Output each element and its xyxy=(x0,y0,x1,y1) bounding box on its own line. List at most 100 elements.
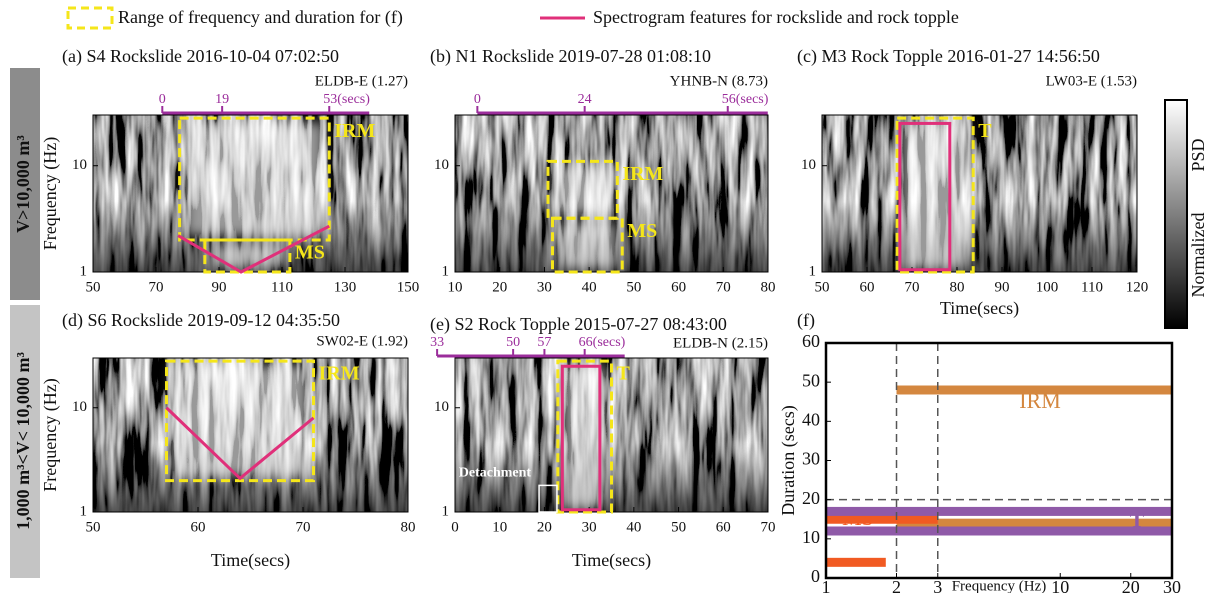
x-tick-label: 20 xyxy=(492,279,507,295)
series-label: T xyxy=(1130,507,1145,532)
x-tick-label: 0 xyxy=(451,519,459,535)
row-label: 1,000 m³<V< 10,000 m³ xyxy=(13,352,33,530)
legend-text: Range of frequency and duration for (f) xyxy=(118,7,403,28)
x-tick-label: 80 xyxy=(401,519,416,535)
x-tick-label: 80 xyxy=(950,279,965,295)
x-tick-label: 10 xyxy=(448,279,463,295)
range-box xyxy=(550,216,624,274)
range-box xyxy=(895,116,975,274)
station-label: YHNB-N (8.73) xyxy=(670,73,768,89)
panel-title: (c) M3 Rock Topple 2016-01-27 14:56:50 xyxy=(797,46,1100,67)
detachment-label: Detachment xyxy=(459,466,532,481)
marker-label: 57 xyxy=(537,335,551,350)
duration-bar xyxy=(896,518,1172,528)
plot-frame xyxy=(821,114,1138,273)
marker-label: 0 xyxy=(474,92,481,107)
x-tick-label: 130 xyxy=(334,279,357,295)
duration-bar xyxy=(826,506,1172,516)
y-tick-label: 10 xyxy=(72,399,87,415)
energy-glow xyxy=(210,244,284,268)
legend-text: Spectrogram features for rockslide and r… xyxy=(593,7,959,27)
x-tick-label: 50 xyxy=(671,519,686,535)
y-axis-label: Frequency (Hz) xyxy=(40,137,61,250)
x-tick-label: 50 xyxy=(626,279,641,295)
y-tick-label: 1 xyxy=(80,503,88,519)
x-tick-label: 60 xyxy=(860,279,875,295)
x-tick-label: 70 xyxy=(905,279,920,295)
x-tick-label: 10 xyxy=(1051,577,1069,593)
energy-glow xyxy=(903,122,968,268)
range-label: MS xyxy=(627,220,657,242)
row-label-bg xyxy=(10,305,40,578)
x-tick-label: 1 xyxy=(822,577,831,593)
duration-bar xyxy=(826,557,886,567)
y-tick-label: 20 xyxy=(802,488,820,508)
x-axis-label: Time(secs) xyxy=(572,550,651,571)
series-label: IRM xyxy=(1019,388,1061,413)
range-label: IRM xyxy=(334,120,375,142)
colorbar-label: PSD xyxy=(1188,138,1208,171)
y-tick-label: 10 xyxy=(72,157,87,173)
range-box xyxy=(178,116,331,242)
colorbar xyxy=(1164,99,1188,329)
marker-label: 0 xyxy=(159,92,166,107)
y-tick-label: 1 xyxy=(442,263,450,279)
marker-label: 56(secs) xyxy=(722,92,769,107)
x-tick-label: 40 xyxy=(582,279,597,295)
feature-line xyxy=(165,406,315,481)
x-tick-label: 70 xyxy=(716,279,731,295)
y-tick-label: 10 xyxy=(802,527,820,547)
x-tick-label: 40 xyxy=(626,519,641,535)
plot-frame xyxy=(92,357,409,513)
x-tick-label: 150 xyxy=(397,279,420,295)
spectrogram xyxy=(455,115,768,272)
x-tick-label: 110 xyxy=(271,279,293,295)
panel-title: (d) S6 Rockslide 2019-09-12 04:35:50 xyxy=(62,310,340,331)
feature-box xyxy=(898,121,952,272)
x-tick-label: 50 xyxy=(86,279,101,295)
x-tick-label: 60 xyxy=(671,279,686,295)
marker-label: 50 xyxy=(506,335,520,350)
panel-title: (a) S4 Rockslide 2016-10-04 07:02:50 xyxy=(62,46,339,67)
spectrogram xyxy=(822,115,1137,272)
station-label: SW02-E (1.92) xyxy=(316,333,408,349)
x-tick-label: 50 xyxy=(815,279,830,295)
x-axis-label: Time(secs) xyxy=(211,550,290,571)
range-box xyxy=(556,359,613,514)
legend-dashed-box xyxy=(66,6,114,30)
x-tick-label: 30 xyxy=(1163,577,1181,593)
x-axis-label: Time(secs) xyxy=(940,298,1019,319)
energy-glow xyxy=(554,165,612,215)
row-label-bg xyxy=(10,68,40,300)
station-label: ELDB-E (1.27) xyxy=(315,73,408,89)
y-tick-label: 0 xyxy=(811,566,820,586)
detachment-box xyxy=(538,484,558,513)
range-box xyxy=(203,238,292,274)
x-tick-label: 60 xyxy=(191,519,206,535)
x-tick-label: 60 xyxy=(716,519,731,535)
station-label: LW03-E (1.53) xyxy=(1046,73,1137,89)
y-axis-label: Duration (secs) xyxy=(778,405,799,515)
range-label: T xyxy=(617,363,631,385)
energy-glow xyxy=(185,122,324,237)
duration-bar xyxy=(826,526,1172,536)
range-label: IRM xyxy=(622,163,663,185)
energy-glow xyxy=(558,222,617,268)
colorbar-label: Normalized xyxy=(1188,213,1208,298)
range-label: MS xyxy=(295,242,325,264)
y-tick-label: 1 xyxy=(442,503,450,519)
x-tick-label: 20 xyxy=(537,519,552,535)
x-tick-label: 70 xyxy=(149,279,164,295)
energy-glow xyxy=(172,365,308,477)
feature-box xyxy=(560,364,602,512)
range-box xyxy=(165,359,315,483)
panel-title: (f) xyxy=(797,310,815,331)
marker-label: 24 xyxy=(578,92,592,107)
x-tick-label: 30 xyxy=(582,519,597,535)
y-axis-label: Frequency (Hz) xyxy=(40,378,61,491)
x-tick-label: 120 xyxy=(1126,279,1149,295)
marker-label: 66(secs) xyxy=(579,335,626,350)
x-tick-label: 20 xyxy=(1122,577,1140,593)
duration-bar xyxy=(896,385,1172,395)
